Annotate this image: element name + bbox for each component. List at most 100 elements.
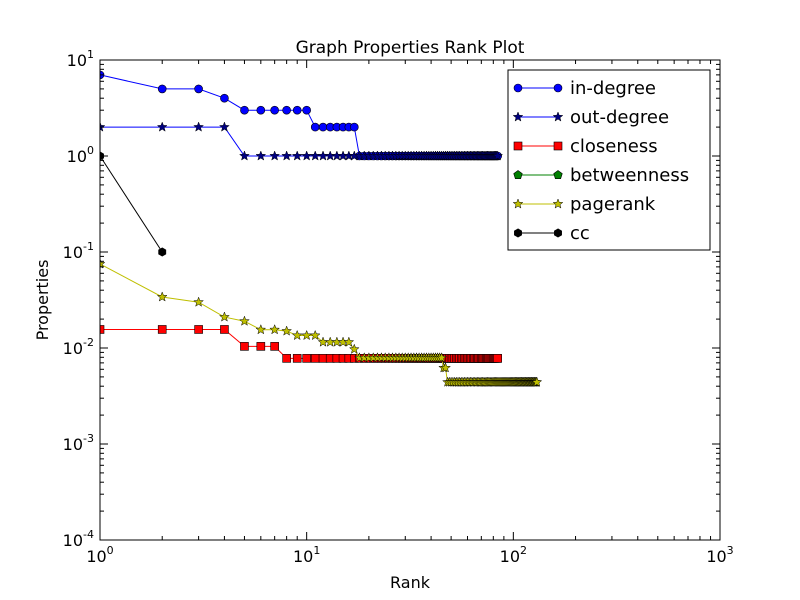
data-point-out-degree bbox=[301, 150, 313, 161]
data-point-in-degree bbox=[349, 122, 359, 132]
x-tick-label: 103 bbox=[706, 544, 733, 566]
data-point-out-degree bbox=[218, 121, 230, 132]
legend-item-pagerank: pagerank bbox=[512, 194, 656, 215]
data-point-pagerank bbox=[218, 311, 230, 322]
legend-item-out-degree: out-degree bbox=[512, 107, 669, 128]
legend-box bbox=[507, 69, 711, 251]
y-tick-label: 10-4 bbox=[63, 528, 94, 550]
series-cc bbox=[100, 151, 167, 257]
data-point-closeness bbox=[270, 342, 279, 351]
data-point-pagerank bbox=[269, 324, 281, 335]
legend-marker bbox=[512, 111, 524, 122]
data-point-closeness bbox=[493, 354, 502, 363]
data-point-pagerank bbox=[436, 352, 448, 363]
data-point-in-degree bbox=[157, 84, 167, 94]
data-point-closeness bbox=[292, 354, 302, 363]
y-axis-label: Properties bbox=[33, 260, 52, 341]
data-point-closeness bbox=[282, 354, 291, 363]
data-point-out-degree bbox=[492, 150, 504, 161]
data-point-out-degree bbox=[317, 150, 329, 161]
data-point-pagerank bbox=[348, 343, 360, 354]
legend-marker bbox=[552, 198, 564, 209]
plot-series bbox=[100, 70, 543, 387]
data-point-closeness bbox=[256, 342, 266, 351]
data-point-in-degree bbox=[256, 105, 266, 115]
legend-marker bbox=[514, 228, 522, 238]
data-point-pagerank bbox=[255, 324, 267, 335]
data-point-out-degree bbox=[156, 121, 168, 132]
data-point-in-degree bbox=[318, 122, 328, 132]
axes-frame bbox=[99, 59, 721, 541]
legend-marker bbox=[553, 170, 563, 179]
chart-title: Graph Properties Rank Plot bbox=[296, 38, 525, 58]
legend-marker bbox=[513, 141, 523, 151]
data-point-closeness bbox=[310, 354, 320, 363]
x-tick-label: 100 bbox=[86, 544, 113, 566]
data-point-in-degree bbox=[292, 105, 302, 115]
data-point-closeness bbox=[100, 325, 105, 334]
data-point-in-degree bbox=[310, 122, 320, 132]
x-tick-label: 101 bbox=[293, 544, 320, 566]
data-point-pagerank bbox=[343, 336, 355, 347]
data-point-closeness bbox=[302, 354, 311, 363]
y-tick-label: 101 bbox=[67, 48, 94, 70]
legend-label: cc bbox=[570, 223, 590, 244]
x-tick-label: 102 bbox=[500, 544, 527, 566]
x-axis: 100 101 102 103 bbox=[86, 60, 734, 566]
axes-border bbox=[99, 59, 721, 541]
plot-area bbox=[100, 70, 543, 387]
data-point-pagerank bbox=[239, 315, 250, 326]
data-point-out-degree bbox=[255, 150, 267, 161]
legend-label: out-degree bbox=[570, 107, 669, 128]
data-point-out-degree bbox=[269, 150, 281, 161]
legend-marker bbox=[513, 170, 523, 179]
legend-label: pagerank bbox=[570, 194, 656, 215]
legend-marker bbox=[512, 198, 524, 209]
data-point-in-degree bbox=[220, 93, 229, 103]
data-point-pagerank bbox=[193, 296, 205, 307]
legend-marker bbox=[552, 111, 564, 122]
legend-label: in-degree bbox=[570, 78, 656, 99]
y-tick-label: 10-2 bbox=[63, 336, 94, 358]
data-point-in-degree bbox=[270, 105, 279, 115]
legend-item-in-degree: in-degree bbox=[513, 78, 656, 99]
series-line-pagerank bbox=[100, 263, 537, 383]
data-point-cc bbox=[158, 247, 167, 257]
data-point-out-degree bbox=[193, 121, 205, 132]
series-in-degree bbox=[100, 70, 502, 161]
y-axis: 10-4 10-3 10-2 10-1 100 101 bbox=[63, 48, 720, 550]
series-line-cc bbox=[100, 155, 163, 253]
legend-item-betweenness: betweenness bbox=[513, 165, 689, 186]
x-axis-label: Rank bbox=[390, 573, 431, 592]
series-out-degree bbox=[100, 121, 504, 161]
data-point-pagerank bbox=[531, 376, 543, 387]
series-pagerank bbox=[100, 258, 543, 387]
data-point-closeness bbox=[194, 325, 203, 334]
data-point-in-degree bbox=[302, 105, 311, 115]
legend-label: closeness bbox=[570, 136, 658, 157]
data-point-in-degree bbox=[194, 84, 203, 94]
y-tick-label: 10-1 bbox=[63, 240, 94, 262]
data-point-in-degree bbox=[282, 105, 291, 115]
data-point-pagerank bbox=[291, 329, 303, 341]
data-point-closeness bbox=[157, 325, 167, 334]
data-point-closeness bbox=[318, 354, 328, 363]
data-point-out-degree bbox=[309, 150, 321, 161]
legend-marker bbox=[553, 83, 563, 93]
data-point-out-degree bbox=[291, 150, 303, 161]
legend-label: betweenness bbox=[570, 165, 689, 186]
data-point-closeness bbox=[240, 342, 249, 351]
data-point-pagerank bbox=[440, 362, 451, 373]
data-point-closeness bbox=[220, 325, 229, 334]
legend-marker bbox=[513, 83, 523, 93]
legend-item-cc: cc bbox=[514, 223, 590, 244]
legend: in-degree out-degree closeness betweenness p… bbox=[507, 69, 711, 251]
data-point-pagerank bbox=[301, 329, 313, 341]
data-point-pagerank bbox=[281, 325, 293, 336]
data-point-out-degree bbox=[281, 150, 293, 161]
data-point-pagerank bbox=[100, 258, 106, 269]
data-point-pagerank bbox=[156, 291, 168, 302]
legend-marker bbox=[554, 228, 562, 238]
data-point-out-degree bbox=[239, 150, 250, 161]
